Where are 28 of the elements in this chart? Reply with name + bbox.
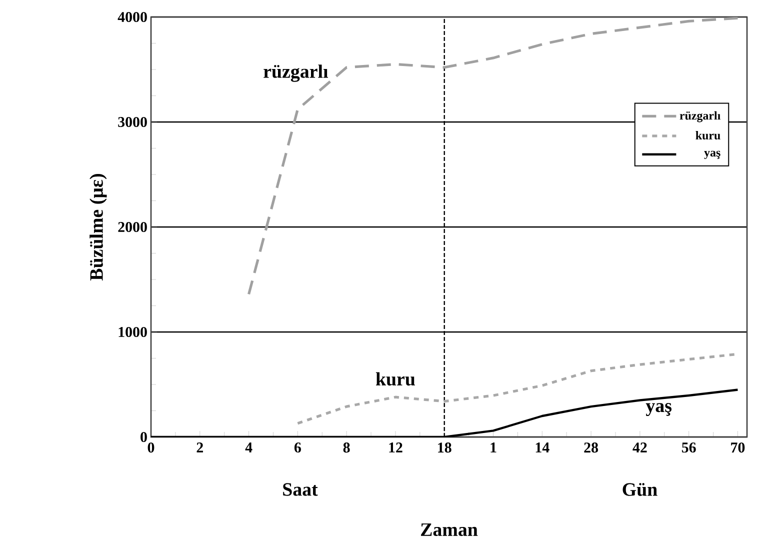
y-axis-title: Büzülme (με): [90, 174, 107, 281]
y-tick-label: 0: [140, 432, 147, 442]
x-tick-label: 0: [148, 442, 154, 453]
text: yaş: [646, 403, 672, 416]
x-axis-title: Zaman: [420, 523, 478, 536]
legend-label: kuru: [696, 131, 720, 140]
x-tick-label: 18: [438, 442, 452, 453]
text: rüzgarlı: [264, 64, 328, 82]
x-tick-label: 12: [389, 442, 402, 452]
x-tick-label: 14: [536, 442, 550, 452]
x-tick-label: 42: [632, 442, 647, 452]
x-tick-label: 4: [245, 442, 252, 452]
legend-label: yaş: [704, 150, 720, 160]
x-tick-label: 1: [490, 442, 496, 452]
y-tick-label: 2000: [118, 222, 147, 232]
x-tick-label: 28: [584, 442, 598, 453]
x-tick-label: 2: [196, 442, 203, 452]
x-tick-label: 8: [343, 442, 350, 453]
text: Saat: [283, 483, 318, 496]
legend-label: rüzgarlı: [680, 111, 720, 122]
y-tick-label: 3000: [118, 116, 147, 128]
y-tick-label: 1000: [118, 326, 147, 338]
text: kuru: [376, 372, 415, 386]
x-tick-label: 56: [682, 442, 696, 453]
x-tick-label: 70: [731, 442, 745, 453]
x-tick-label: 6: [294, 442, 301, 453]
text: Gün: [622, 483, 658, 496]
y-tick-label: 4000: [118, 12, 147, 22]
